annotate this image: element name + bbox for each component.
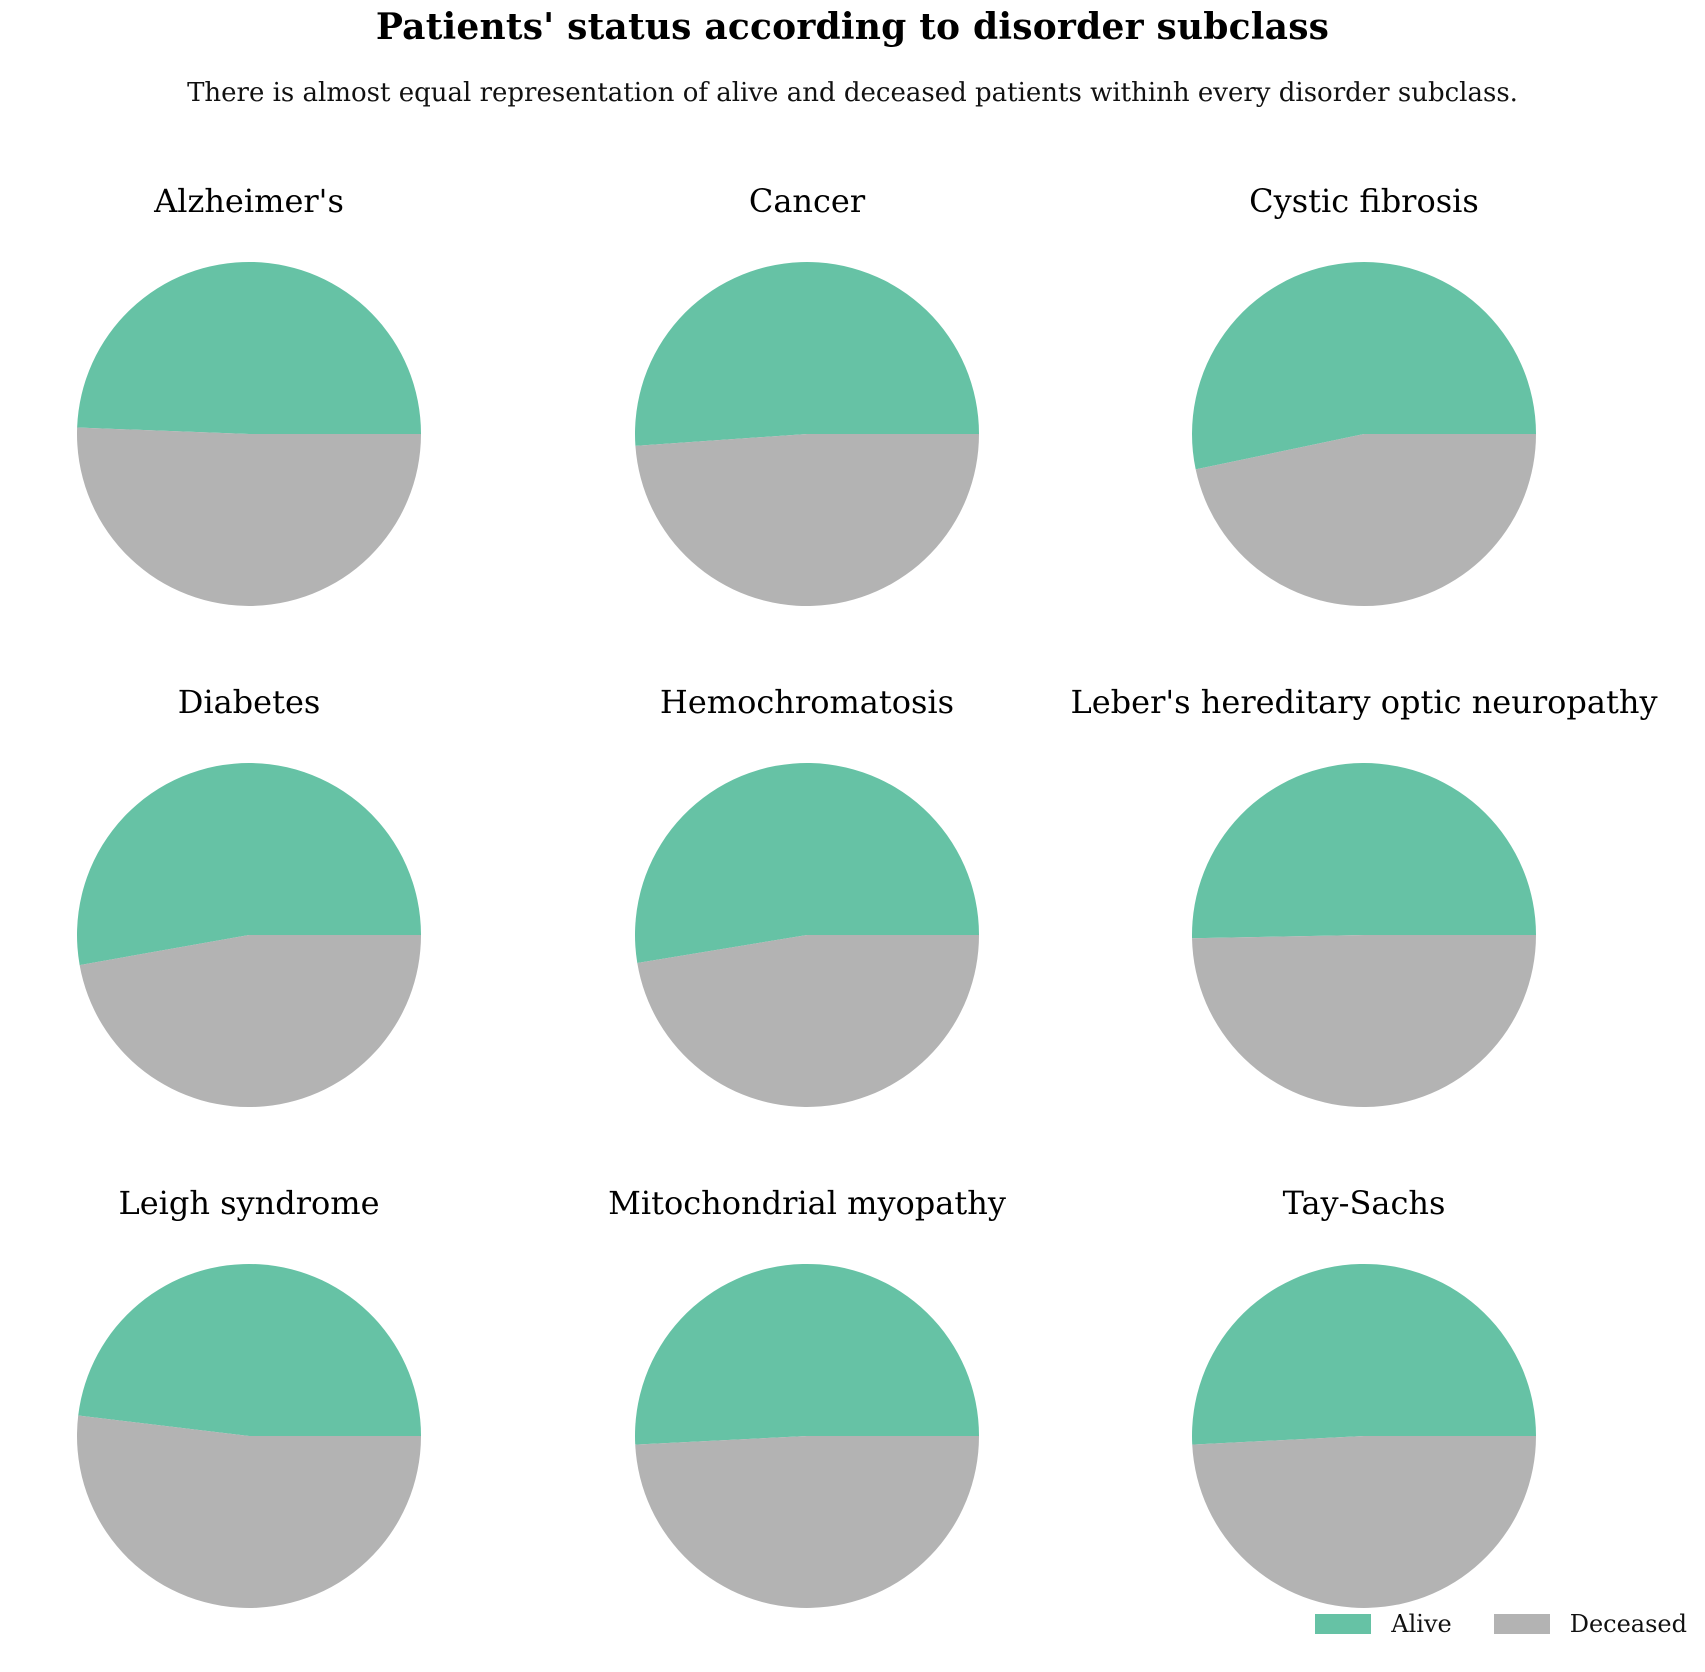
pie-title-tay-sachs: Tay-Sachs	[1283, 1184, 1446, 1222]
pie-mitochondrial-myopathy: Mitochondrial myopathy	[608, 1184, 1006, 1608]
pie-slice-alzheimer-s-alive	[77, 261, 422, 434]
pie-slice-cystic-fibrosis-deceased	[1195, 434, 1536, 607]
pie-slice-leber-s-hereditary-optic-neuropathy-deceased	[1192, 935, 1536, 1108]
pie-leigh-syndrome: Leigh syndrome	[77, 1184, 421, 1608]
pie-slice-alzheimer-s-deceased	[77, 427, 421, 606]
pie-slice-tay-sachs-alive	[1192, 1263, 1536, 1445]
pie-title-leigh-syndrome: Leigh syndrome	[118, 1184, 379, 1222]
pie-cancer: Cancer	[635, 182, 980, 607]
legend-item-alive: Alive	[1315, 1610, 1452, 1638]
pie-slice-mitochondrial-myopathy-deceased	[635, 1436, 979, 1608]
pie-leber-s-hereditary-optic-neuropathy: Leber's hereditary optic neuropathy	[1070, 683, 1658, 1108]
pie-title-cystic-fibrosis: Cystic fibrosis	[1249, 182, 1479, 220]
pie-slice-cancer-deceased	[635, 434, 980, 607]
pie-slice-hemochromatosis-alive	[635, 762, 979, 963]
pie-slice-diabetes-alive	[77, 763, 422, 966]
pie-tay-sachs: Tay-Sachs	[1192, 1184, 1536, 1608]
legend-item-deceased: Deceased	[1493, 1610, 1687, 1638]
pie-title-hemochromatosis: Hemochromatosis	[660, 683, 954, 721]
chart-subtitle: There is almost equal representation of …	[187, 78, 1518, 108]
pie-alzheimer-s: Alzheimer's	[77, 182, 422, 606]
pie-hemochromatosis: Hemochromatosis	[635, 683, 979, 1107]
pie-diabetes: Diabetes	[77, 683, 422, 1108]
pie-title-leber-s-hereditary-optic-neuropathy: Leber's hereditary optic neuropathy	[1070, 683, 1657, 721]
pie-slice-leigh-syndrome-deceased	[77, 1415, 421, 1608]
pie-title-diabetes: Diabetes	[178, 683, 321, 721]
chart-title: Patients' status according to disorder s…	[375, 6, 1330, 48]
pie-slice-leber-s-hereditary-optic-neuropathy-alive	[1192, 763, 1536, 939]
pie-slice-hemochromatosis-deceased	[637, 935, 979, 1107]
pie-slice-cystic-fibrosis-alive	[1192, 262, 1536, 470]
pie-title-cancer: Cancer	[749, 182, 866, 220]
pie-slice-diabetes-deceased	[79, 935, 422, 1108]
pie-slice-tay-sachs-deceased	[1192, 1436, 1536, 1608]
pie-title-alzheimer-s: Alzheimer's	[153, 182, 344, 220]
pie-title-mitochondrial-myopathy: Mitochondrial myopathy	[608, 1184, 1006, 1222]
pie-slice-mitochondrial-myopathy-alive	[635, 1263, 980, 1445]
legend-label-alive: Alive	[1391, 1610, 1452, 1638]
pie-cystic-fibrosis: Cystic fibrosis	[1192, 182, 1536, 607]
legend-swatch-alive	[1315, 1614, 1372, 1634]
legend-swatch-deceased	[1493, 1614, 1550, 1634]
pie-slice-leigh-syndrome-alive	[78, 1263, 421, 1436]
pie-slice-cancer-alive	[635, 262, 979, 446]
legend-label-deceased: Deceased	[1569, 1610, 1687, 1638]
legend: Alive Deceased	[1273, 1610, 1687, 1638]
